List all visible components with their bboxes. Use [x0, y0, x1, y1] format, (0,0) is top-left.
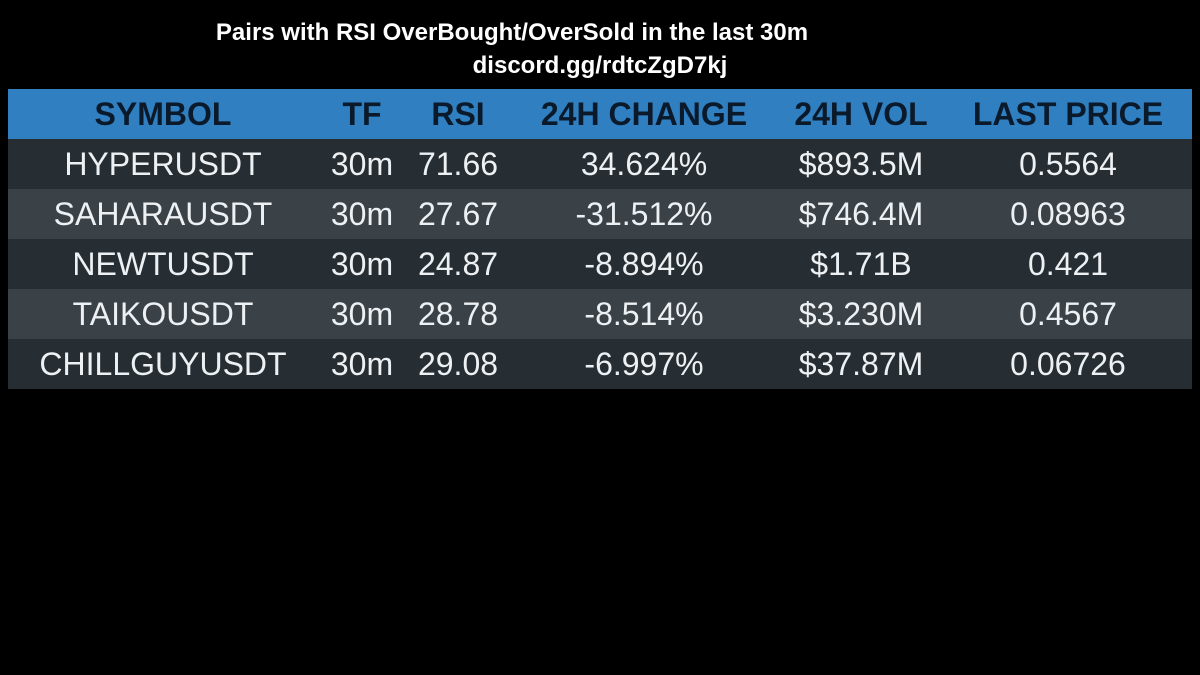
cell-24h-change: -8.894% — [584, 245, 704, 282]
table-row: HYPERUSDT 30m 71.66 34.624% $893.5M 0.55… — [8, 139, 1192, 189]
cell-tf: 30m — [330, 245, 394, 282]
column-header-last-price: LAST PRICE — [972, 95, 1164, 132]
column-header-tf: TF — [342, 95, 382, 132]
cell-tf: 30m — [330, 295, 394, 332]
cell-24h-change: -6.997% — [584, 345, 704, 382]
cell-symbol: HYPERUSDT — [64, 145, 262, 182]
table-row: SAHARAUSDT 30m 27.67 -31.512% $746.4M 0.… — [8, 189, 1192, 239]
cell-24h-vol: $3.230M — [798, 295, 924, 332]
page-title: Pairs with RSI OverBought/OverSold in th… — [215, 19, 809, 46]
cell-last-price: 0.08963 — [1010, 195, 1126, 232]
discord-link[interactable]: discord.gg/rdtcZgD7kj — [472, 52, 728, 79]
cell-last-price: 0.4567 — [1019, 295, 1117, 332]
table-row: NEWTUSDT 30m 24.87 -8.894% $1.71B 0.421 — [8, 239, 1192, 289]
cell-rsi: 28.78 — [417, 295, 499, 332]
cell-24h-vol: $37.87M — [798, 345, 924, 382]
cell-rsi: 27.67 — [417, 195, 499, 232]
cell-24h-vol: $893.5M — [798, 145, 924, 182]
cell-tf: 30m — [330, 195, 394, 232]
rsi-table: SYMBOL TF RSI 24H CHANGE 24H VOL LAST PR… — [8, 89, 1192, 389]
cell-rsi: 24.87 — [417, 245, 499, 282]
cell-24h-change: -8.514% — [584, 295, 704, 332]
cell-tf: 30m — [330, 145, 394, 182]
table-row: CHILLGUYUSDT 30m 29.08 -6.997% $37.87M 0… — [8, 339, 1192, 389]
column-header-symbol: SYMBOL — [94, 95, 232, 132]
cell-24h-change: -31.512% — [575, 195, 713, 232]
cell-symbol: TAIKOUSDT — [72, 295, 254, 332]
column-header-24h-vol: 24H VOL — [794, 95, 928, 132]
cell-tf: 30m — [330, 345, 394, 382]
cell-rsi: 29.08 — [417, 345, 499, 382]
cell-24h-vol: $746.4M — [798, 195, 924, 232]
cell-last-price: 0.06726 — [1010, 345, 1126, 382]
cell-last-price: 0.5564 — [1019, 145, 1117, 182]
table-header-row: SYMBOL TF RSI 24H CHANGE 24H VOL LAST PR… — [8, 89, 1192, 139]
cell-last-price: 0.421 — [1027, 245, 1109, 282]
column-header-24h-change: 24H CHANGE — [540, 95, 748, 132]
cell-symbol: NEWTUSDT — [72, 245, 254, 282]
cell-rsi: 71.66 — [417, 145, 499, 182]
table-row: TAIKOUSDT 30m 28.78 -8.514% $3.230M 0.45… — [8, 289, 1192, 339]
column-header-rsi: RSI — [431, 95, 485, 132]
cell-24h-vol: $1.71B — [810, 245, 912, 282]
cell-24h-change: 34.624% — [580, 145, 708, 182]
cell-symbol: SAHARAUSDT — [53, 195, 273, 232]
cell-symbol: CHILLGUYUSDT — [39, 345, 287, 382]
